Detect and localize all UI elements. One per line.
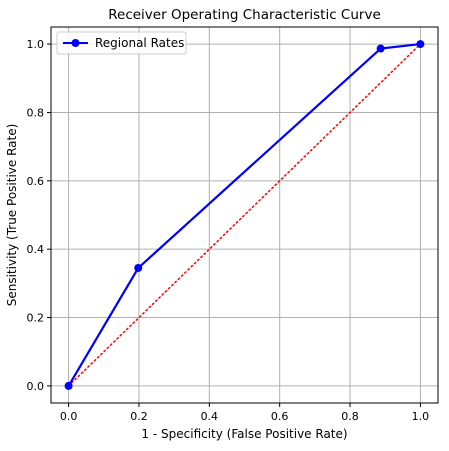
y-tick-label: 0.0 <box>27 380 45 393</box>
legend-marker-sample <box>71 39 80 47</box>
x-tick-label: 1.0 <box>412 410 430 423</box>
roc-data-point <box>416 40 425 49</box>
reference-line-layer <box>67 43 422 387</box>
roc-data-point <box>134 263 143 272</box>
y-tick-label: 0.4 <box>27 243 45 256</box>
x-tick-label: 0.4 <box>201 410 219 423</box>
legend: Regional Rates <box>56 31 187 55</box>
x-axis-ticks: 0.0 0.2 0.4 0.6 0.8 1.0 <box>60 403 429 423</box>
y-tick-label: 0.6 <box>27 175 45 188</box>
legend-label: Regional Rates <box>95 36 184 50</box>
series-layer <box>64 40 425 390</box>
y-tick-label: 0.2 <box>27 312 45 325</box>
y-tick-label: 1.0 <box>27 38 45 51</box>
y-axis-ticks: 0.0 0.2 0.4 0.6 0.8 1.0 <box>27 38 51 393</box>
x-tick-label: 0.0 <box>60 410 78 423</box>
x-tick-label: 0.6 <box>271 410 289 423</box>
roc-series-line <box>67 42 421 387</box>
x-tick-label: 0.2 <box>130 410 148 423</box>
roc-data-point <box>64 381 73 390</box>
y-tick-label: 0.8 <box>27 106 45 119</box>
reference-diagonal-line <box>67 43 422 387</box>
chart-title: Receiver Operating Characteristic Curve <box>108 7 381 23</box>
x-tick-label: 0.8 <box>341 410 359 423</box>
legend-box <box>56 31 187 55</box>
roc-data-point <box>376 44 385 53</box>
y-axis-label: Sensitivity (True Positive Rate) <box>5 124 19 307</box>
plot-frame <box>50 26 439 404</box>
x-axis-label: 1 - Specificity (False Positive Rate) <box>141 427 347 441</box>
